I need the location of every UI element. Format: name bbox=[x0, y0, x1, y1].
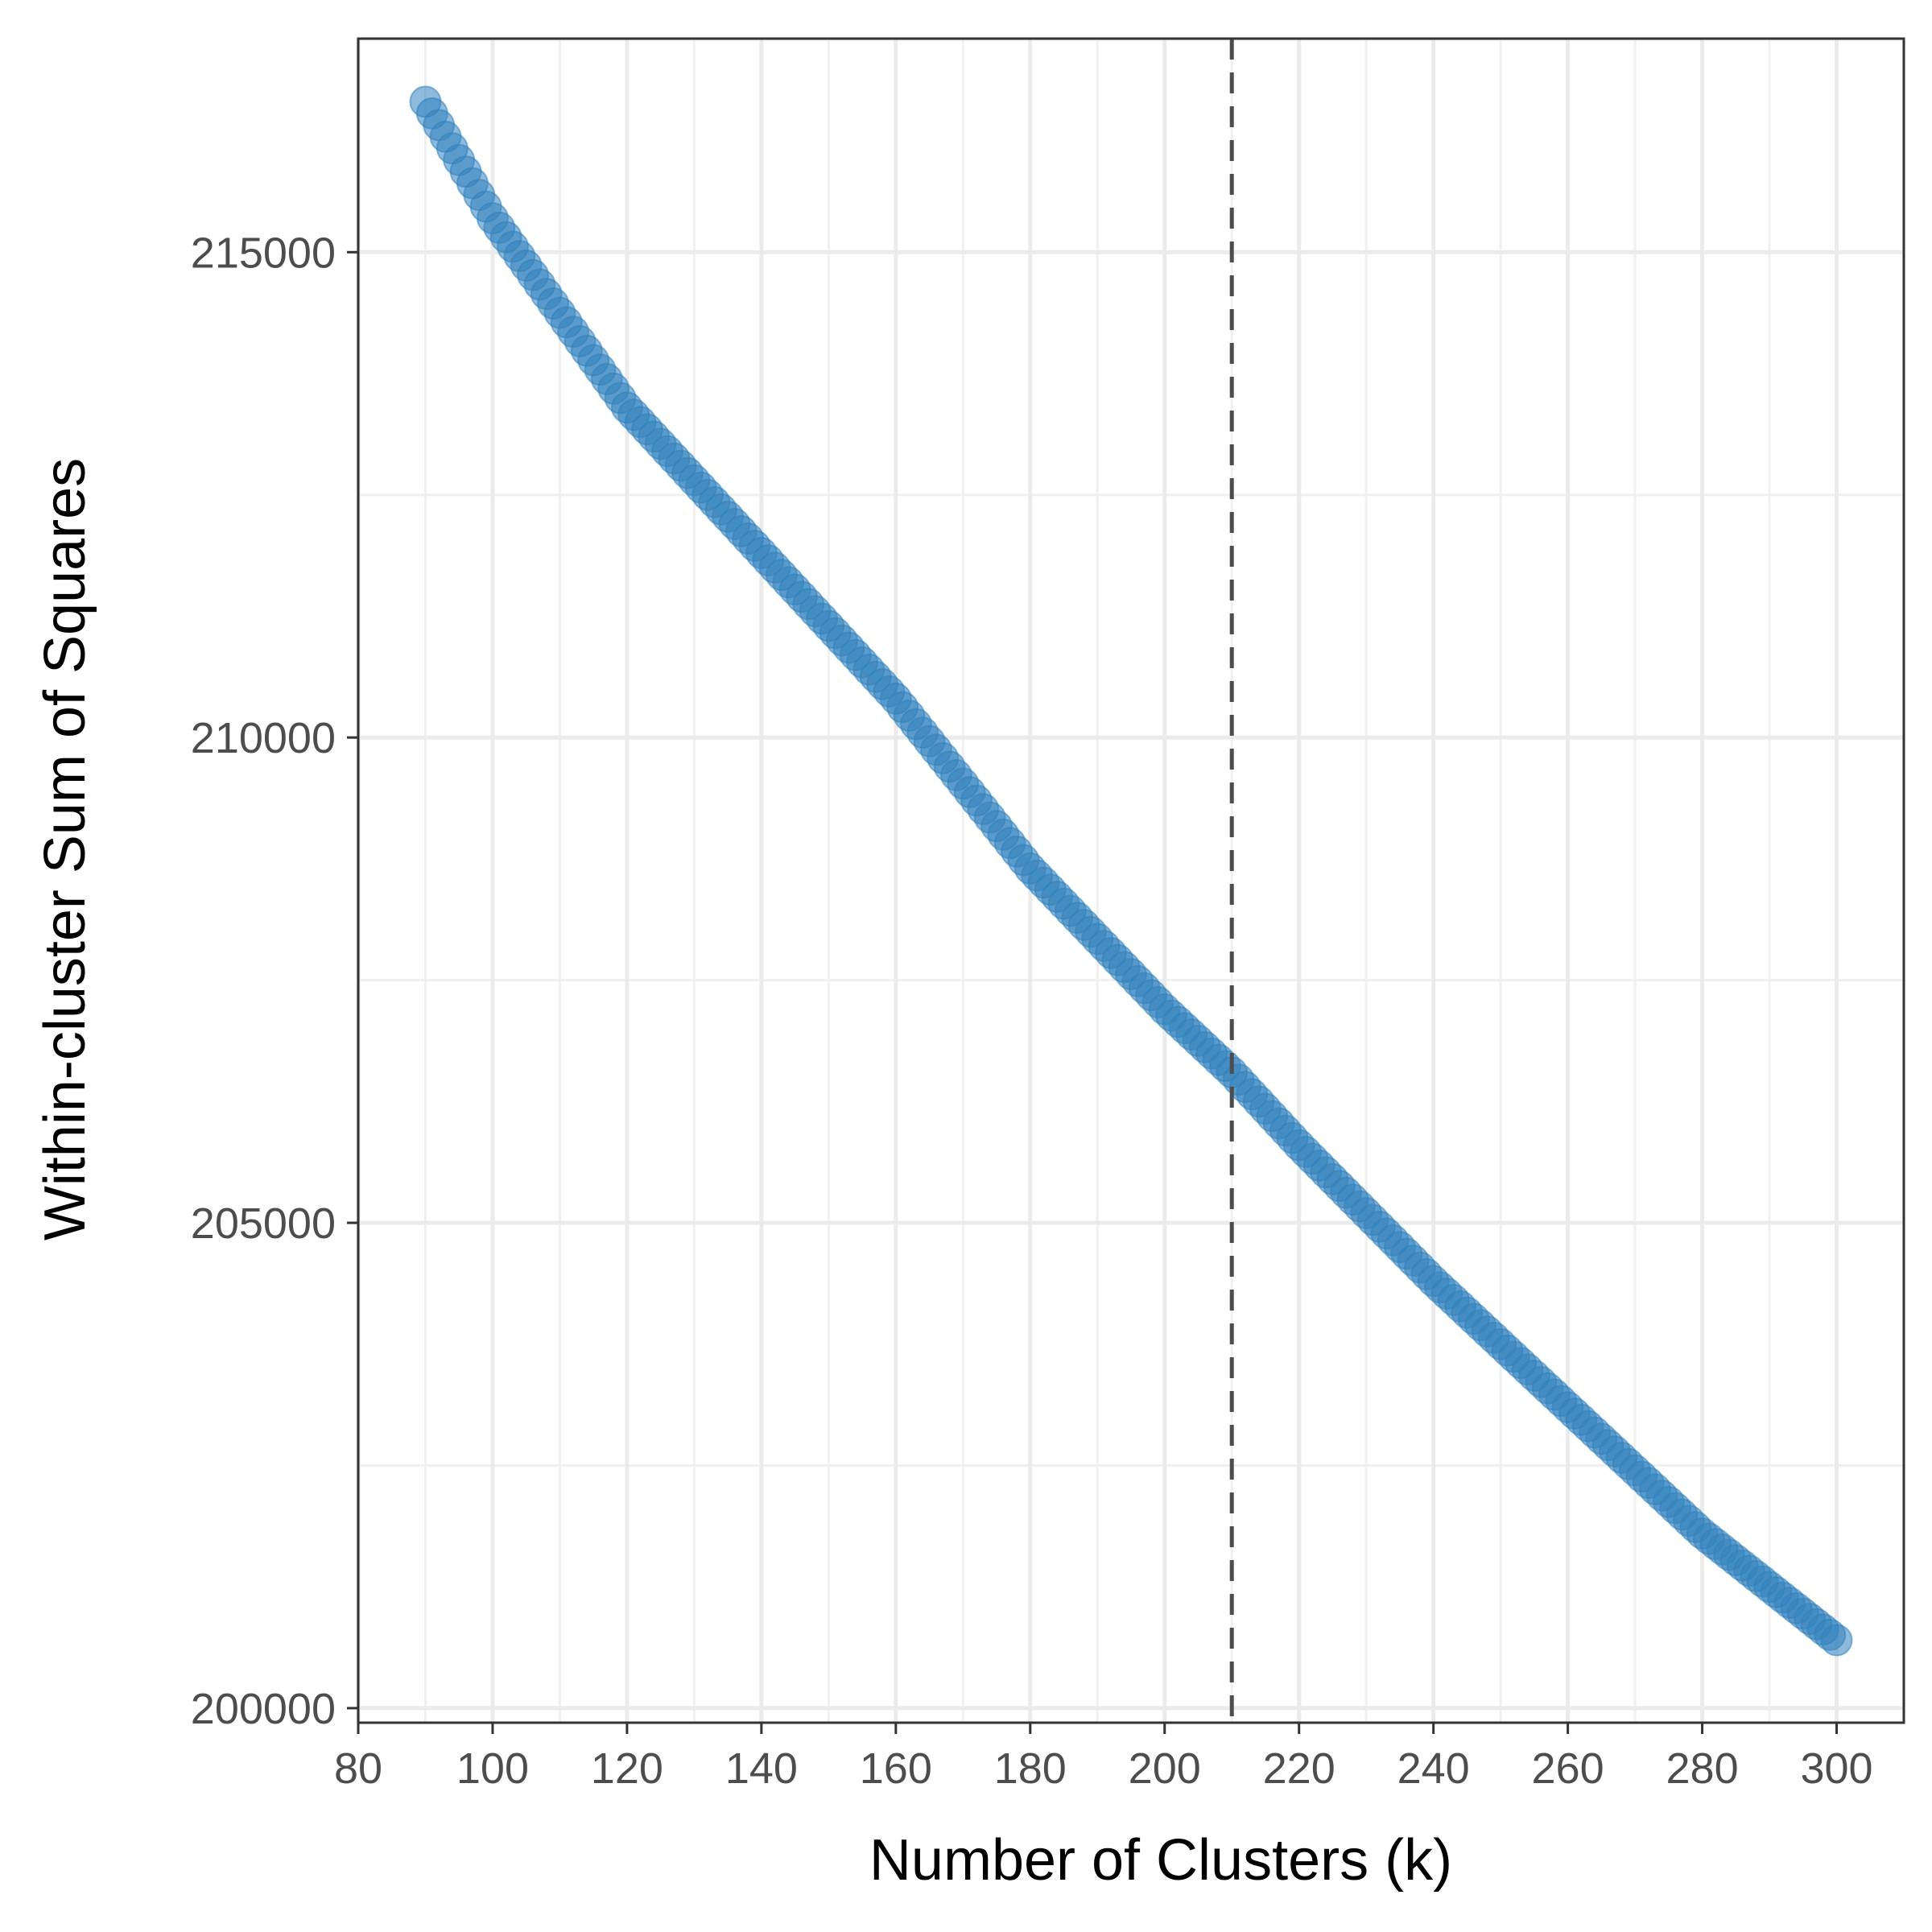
x-tick-label: 160 bbox=[860, 1744, 932, 1793]
x-tick-label: 240 bbox=[1397, 1744, 1470, 1793]
x-tick-label: 120 bbox=[591, 1744, 663, 1793]
x-tick-label: 300 bbox=[1800, 1744, 1872, 1793]
data-point bbox=[1820, 1624, 1853, 1657]
x-tick-label: 200 bbox=[1129, 1744, 1201, 1793]
x-axis-title: Number of Clusters (k) bbox=[869, 1828, 1452, 1893]
x-tick-label: 260 bbox=[1532, 1744, 1604, 1793]
x-tick-label: 100 bbox=[456, 1744, 529, 1793]
data-points bbox=[409, 85, 1853, 1657]
x-axis: 80 100 120 140 160 180 200 220 240 260 280 300 bbox=[334, 1723, 1873, 1793]
panel-border bbox=[357, 37, 1905, 1724]
y-axis: 200000 205000 210000 215000 bbox=[191, 229, 358, 1733]
x-tick-label: 80 bbox=[334, 1744, 382, 1793]
x-tick-label: 220 bbox=[1263, 1744, 1335, 1793]
grid-major bbox=[356, 39, 1904, 1723]
y-tick-label: 215000 bbox=[191, 229, 336, 277]
y-tick-label: 200000 bbox=[191, 1685, 336, 1733]
y-tick-label: 205000 bbox=[191, 1199, 336, 1248]
y-axis-title: Within-cluster Sum of Squares bbox=[33, 458, 97, 1241]
y-tick-label: 210000 bbox=[191, 714, 336, 762]
x-tick-label: 180 bbox=[994, 1744, 1067, 1793]
x-tick-label: 280 bbox=[1666, 1744, 1739, 1793]
x-tick-label: 140 bbox=[725, 1744, 798, 1793]
